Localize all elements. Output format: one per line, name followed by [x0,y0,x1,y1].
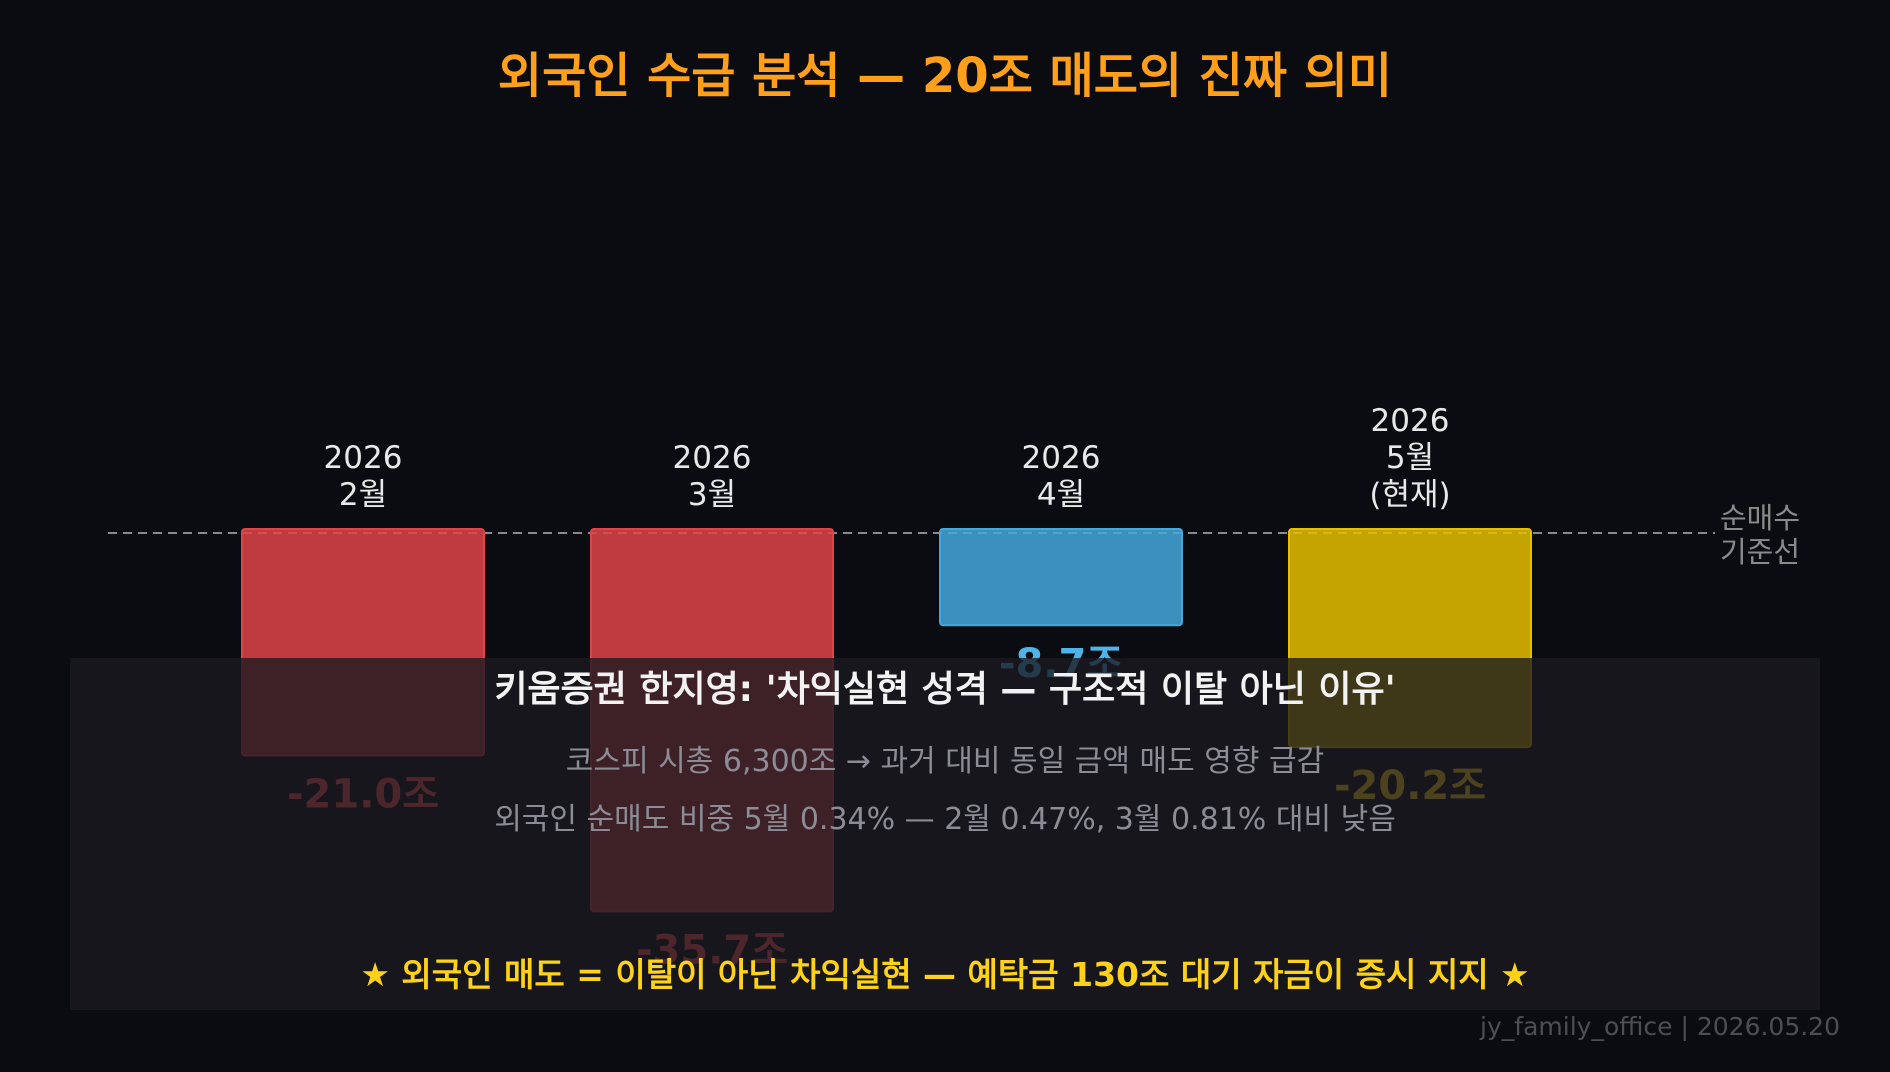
annotation-heading: 키움증권 한지영: '차익실현 성격 — 구조적 이탈 아닌 이유' [494,669,1396,710]
footer-credit: jy_family_office | 2026.05.20 [1480,1012,1840,1041]
baseline-label-line-1: 순매수 [1720,501,1800,535]
category-label-2-line-1: 2026 [673,440,752,476]
category-label-1-line-2: 2월 [339,477,387,513]
category-label-3-line-2: 4월 [1037,477,1085,513]
annotation-line-1: 코스피 시총 6,300조 → 과거 대비 동일 금액 매도 영향 급감 [565,744,1325,779]
category-label-4-line-3: (현재) [1369,477,1450,513]
category-label-3-line-1: 2026 [1022,440,1101,476]
category-label-1-line-1: 2026 [324,440,403,476]
baseline-label-line-2: 기준선 [1720,535,1800,569]
chart-title: 외국인 수급 분석 — 20조 매도의 진짜 의미 [497,48,1393,104]
bar-3 [939,528,1183,627]
category-label-4-line-1: 2026 [1371,403,1450,439]
category-label-4-line-2: 5월 [1386,440,1434,476]
conclusion-text: ★ 외국인 매도 = 이탈이 아닌 차익실현 — 예탁금 130조 대기 자금이… [360,955,1530,994]
annotation-line-2: 외국인 순매도 비중 5월 0.34% — 2월 0.47%, 3월 0.81%… [494,802,1396,837]
category-label-2-line-2: 3월 [688,477,736,513]
annotation-box [70,658,1820,1010]
